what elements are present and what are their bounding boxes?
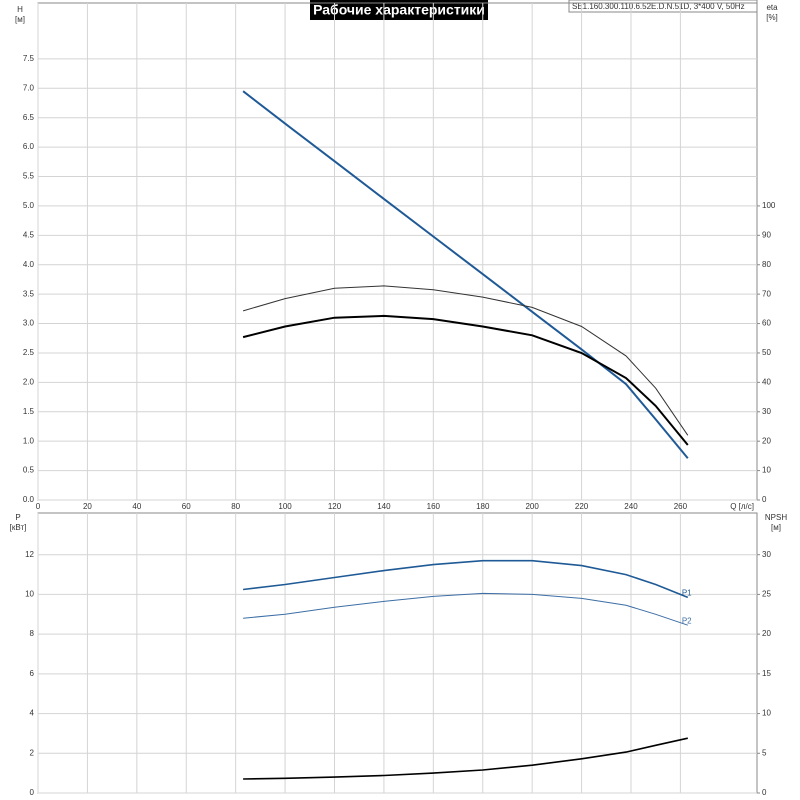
y2-axis-label: NPSH [765, 513, 787, 522]
y-tick-label: 3.5 [23, 289, 35, 298]
y2-tick-label: 70 [762, 289, 771, 298]
y-tick-label: 10 [25, 590, 34, 599]
y-axis-unit: [м] [15, 15, 25, 24]
x-tick-label: 220 [575, 502, 589, 511]
y-axis-label: H [17, 5, 23, 14]
y-tick-label: 5.5 [23, 172, 35, 181]
series-line [243, 592, 688, 626]
x-tick-label: 160 [427, 502, 441, 511]
y2-tick-label: 80 [762, 260, 771, 269]
chart-title: Рабочие характеристики [313, 2, 485, 18]
y-tick-label: 3.0 [23, 319, 35, 328]
x-tick-label: 40 [132, 502, 141, 511]
y2-axis-unit: [%] [766, 13, 778, 22]
y2-tick-label: 20 [762, 629, 771, 638]
plot-frame [37, 2, 758, 501]
y2-tick-label: 20 [762, 436, 771, 445]
y-axis-unit: [кВт] [10, 523, 27, 532]
y2-tick-label: 15 [762, 669, 771, 678]
y-tick-label: 4 [30, 709, 35, 718]
x-tick-label: 120 [328, 502, 342, 511]
y-tick-label: 2.5 [23, 348, 35, 357]
y-tick-label: 0.0 [23, 495, 35, 504]
y2-tick-label: 100 [762, 201, 776, 210]
series-line [243, 559, 689, 599]
y-tick-label: 4.0 [23, 260, 35, 269]
series-line [242, 285, 689, 436]
y2-tick-label: 10 [762, 709, 771, 718]
series-line [243, 737, 688, 780]
y2-tick-label: 40 [762, 377, 771, 386]
y2-tick-label: 0 [762, 788, 767, 797]
x-axis-label: Q [л/с] [730, 502, 754, 511]
y-tick-label: 2 [30, 748, 35, 757]
y2-axis-label: eta [766, 3, 778, 12]
series-label: P1 [682, 589, 692, 598]
y-tick-label: 6 [30, 669, 35, 678]
series-line [242, 90, 689, 459]
y-axis-label: P [15, 513, 20, 522]
x-tick-label: 240 [624, 502, 638, 511]
series-label: P2 [682, 616, 692, 625]
x-tick-label: 180 [476, 502, 490, 511]
y-tick-label: 4.5 [23, 230, 35, 239]
y-tick-label: 8 [30, 629, 35, 638]
x-tick-label: 200 [525, 502, 539, 511]
y2-tick-label: 30 [762, 407, 771, 416]
y-tick-label: 1.5 [23, 407, 35, 416]
y-tick-label: 6.0 [23, 142, 35, 151]
y-tick-label: 0 [30, 788, 35, 797]
x-tick-label: 80 [231, 502, 240, 511]
y-tick-label: 2.0 [23, 377, 35, 386]
x-tick-label: 60 [182, 502, 191, 511]
y2-tick-label: 25 [762, 590, 771, 599]
y-tick-label: 0.5 [23, 466, 35, 475]
x-tick-label: 260 [674, 502, 688, 511]
y2-tick-label: 0 [762, 495, 767, 504]
title-box [310, 0, 488, 20]
y2-tick-label: 10 [762, 466, 771, 475]
y2-axis-unit: [м] [771, 523, 781, 532]
y2-tick-label: 50 [762, 348, 771, 357]
chart-subtitle: SE1.160.300.110.6.52E.D.N.51D, 3*400 V, … [572, 2, 745, 11]
y-tick-label: 12 [25, 550, 34, 559]
y-tick-label: 1.0 [23, 436, 35, 445]
y-tick-label: 6.5 [23, 113, 35, 122]
x-tick-label: 0 [36, 502, 41, 511]
x-tick-label: 140 [377, 502, 391, 511]
y2-tick-label: 60 [762, 319, 771, 328]
y-tick-label: 7.0 [23, 83, 35, 92]
series-line [242, 314, 689, 446]
y2-tick-label: 30 [762, 550, 771, 559]
y2-tick-label: 90 [762, 230, 771, 239]
y2-tick-label: 5 [762, 748, 767, 757]
x-tick-label: 100 [278, 502, 292, 511]
y-tick-label: 7.5 [23, 54, 35, 63]
x-tick-label: 20 [83, 502, 92, 511]
y-tick-label: 5.0 [23, 201, 35, 210]
